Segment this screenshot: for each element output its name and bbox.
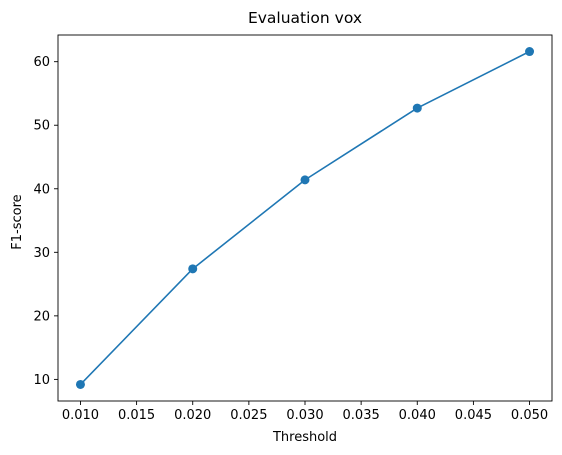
data-point xyxy=(300,175,310,185)
y-tick-label: 50 xyxy=(33,119,50,134)
x-tick-label: 0.035 xyxy=(343,408,380,423)
x-tick-label: 0.010 xyxy=(62,408,99,423)
y-tick-label: 30 xyxy=(33,246,50,261)
x-tick-label: 0.015 xyxy=(118,408,155,423)
x-tick-label: 0.025 xyxy=(230,408,267,423)
x-tick-label: 0.040 xyxy=(399,408,436,423)
x-tick-label: 0.030 xyxy=(286,408,323,423)
x-tick-label: 0.020 xyxy=(174,408,211,423)
y-axis-ticks: 10 20 30 40 50 60 xyxy=(33,55,58,388)
data-point xyxy=(412,103,422,113)
y-tick-label: 60 xyxy=(33,55,50,70)
x-axis-ticks: 0.010 0.015 0.020 0.025 0.030 0.035 0.040 0.045… xyxy=(62,401,548,423)
chart-title: Evaluation vox xyxy=(248,9,362,27)
data-point xyxy=(75,379,85,389)
x-tick-label: 0.050 xyxy=(511,408,548,423)
data-point xyxy=(188,264,198,274)
x-axis-label: Threshold xyxy=(272,430,337,445)
y-tick-label: 20 xyxy=(33,309,50,324)
y-tick-label: 10 xyxy=(33,373,50,388)
series-group xyxy=(75,47,535,389)
y-axis-label: F1-score xyxy=(10,194,25,249)
data-point xyxy=(525,47,535,57)
x-tick-label: 0.045 xyxy=(455,408,492,423)
plot-area: 0.010 0.015 0.020 0.025 0.030 0.035 0.040 0.045… xyxy=(33,34,553,423)
y-tick-label: 40 xyxy=(33,182,50,197)
